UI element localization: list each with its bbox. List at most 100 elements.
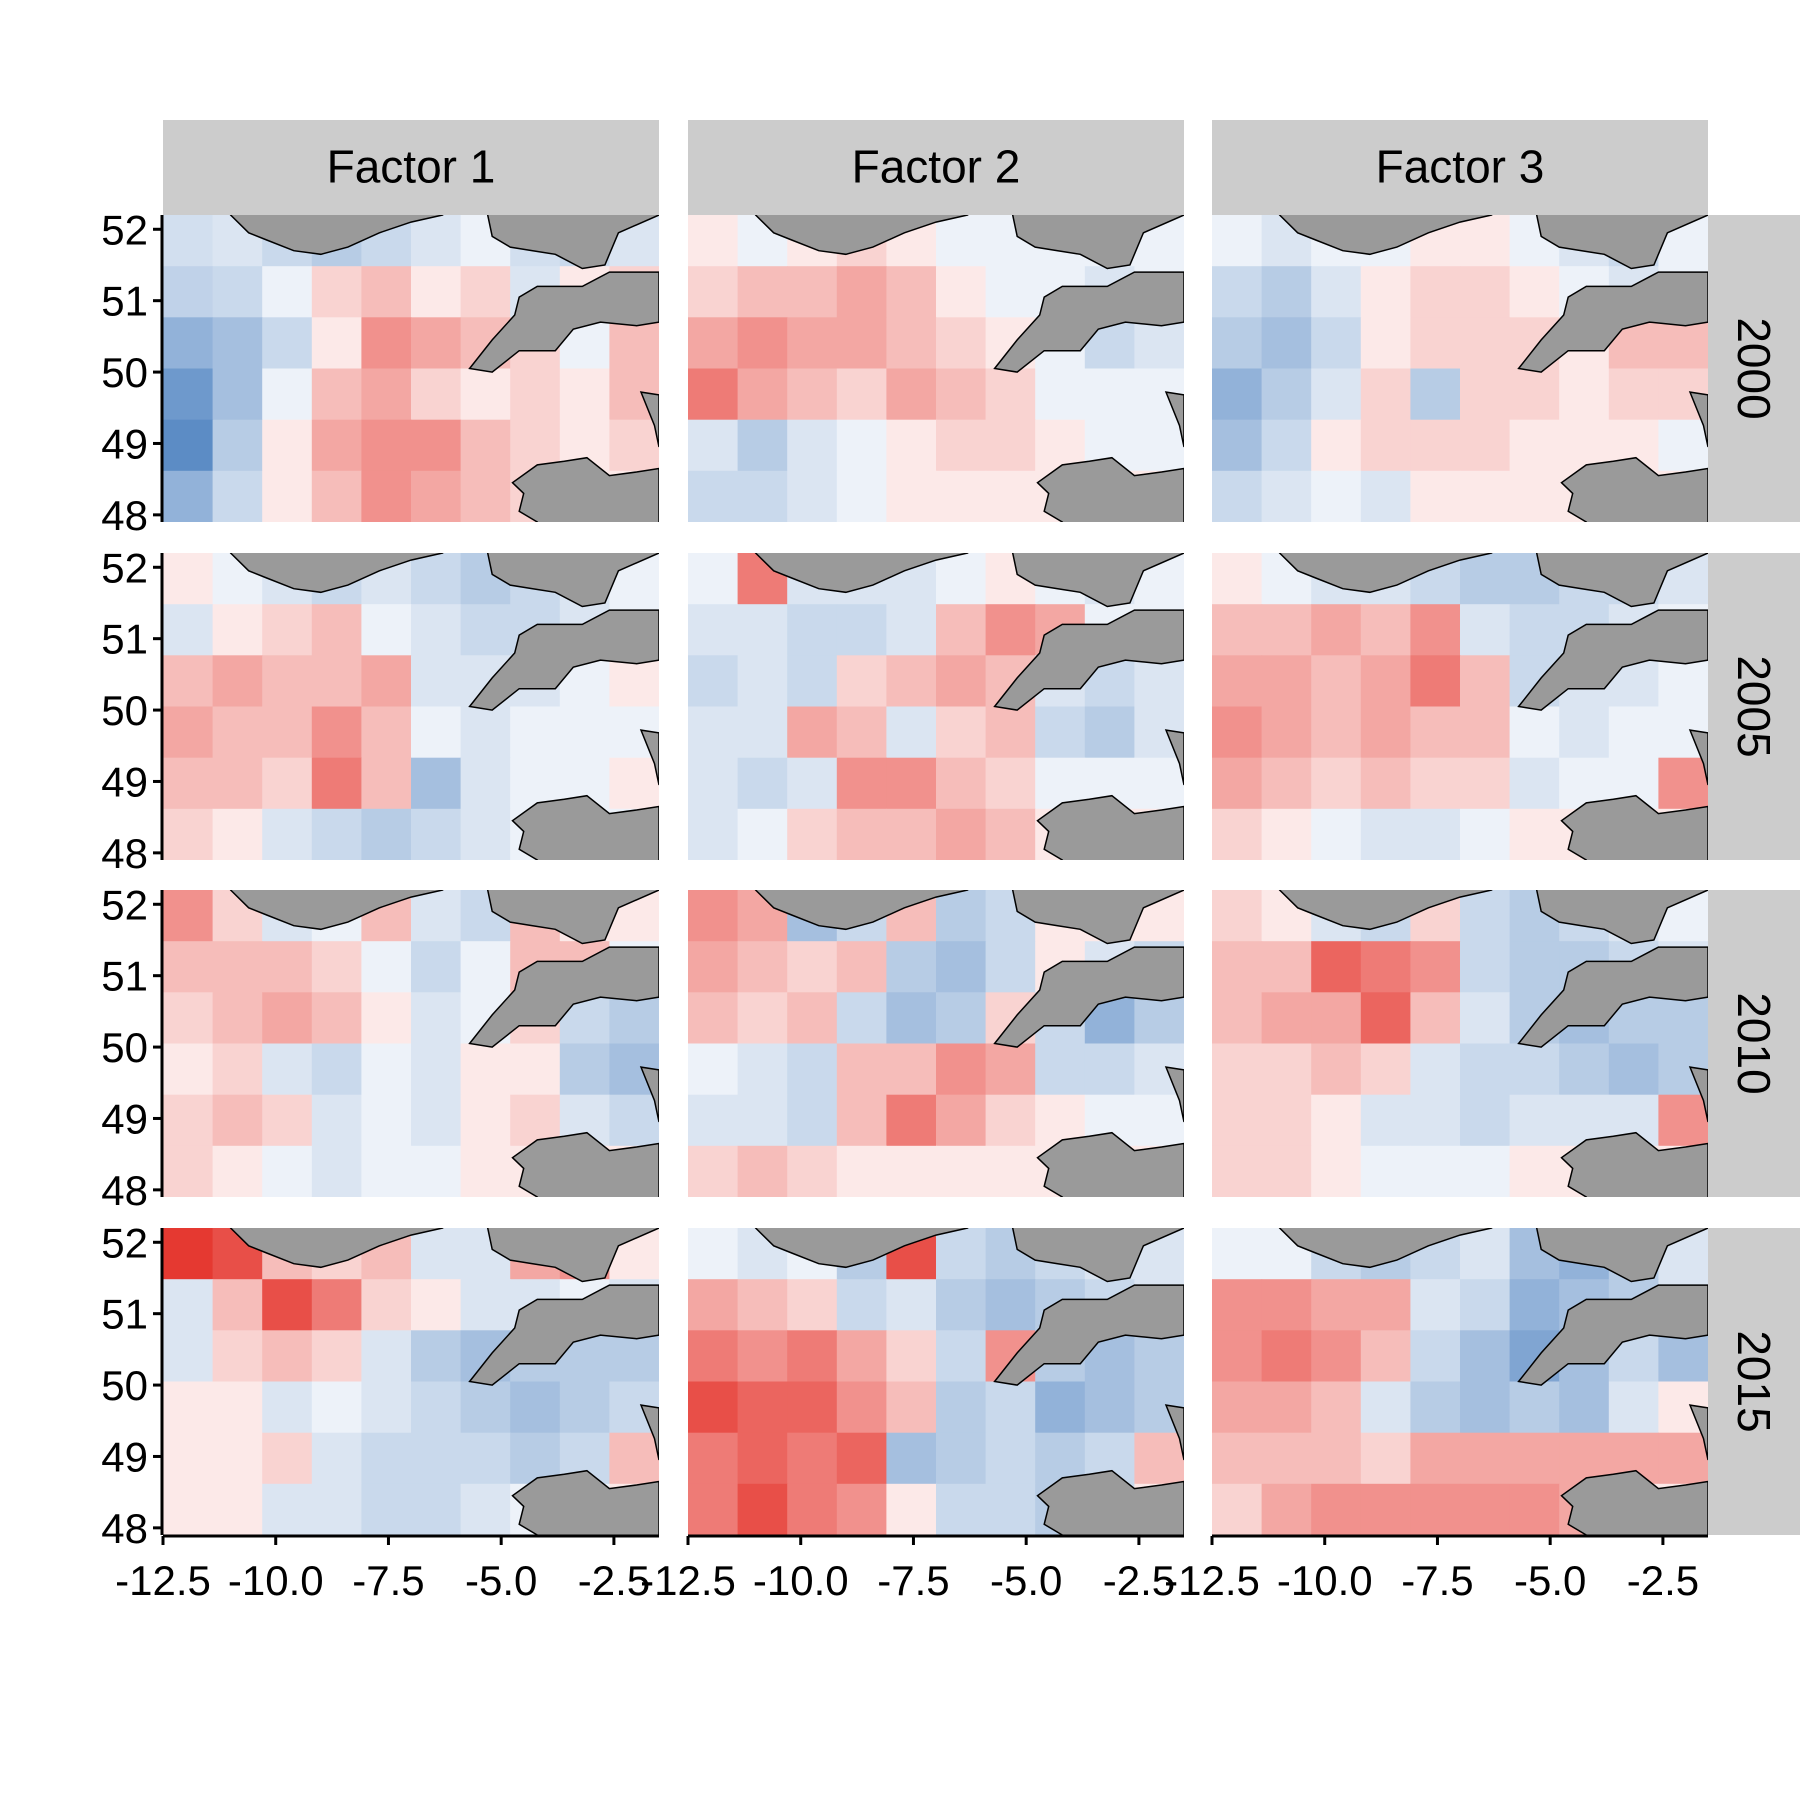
land-normandy [639,391,659,448]
heatmap-cell [510,706,561,759]
heatmap-cell [688,808,739,860]
land-wales [1535,553,1708,608]
heatmap-cell [460,1432,511,1485]
heatmap-cell [460,368,511,421]
heatmap-cell [163,808,214,860]
heatmap-cell [886,1145,937,1197]
heatmap-cell [411,1432,462,1485]
land-ireland [1278,890,1493,931]
facet-strip-label: 2010 [1728,992,1780,1094]
heatmap-cell [1212,655,1263,708]
y-tick-label: 48 [101,492,148,539]
heatmap-cell [985,1381,1036,1434]
heatmap-cell [1460,992,1511,1045]
heatmap-cell [411,266,462,318]
heatmap-cell [886,757,937,810]
heatmap-cell [737,706,788,759]
heatmap-cell [163,553,214,605]
heatmap-cell [1212,1381,1263,1434]
heatmap-cell [361,992,412,1045]
heatmap-cell [1261,992,1312,1045]
heatmap-cell [212,1381,263,1434]
heatmap-cell [737,655,788,708]
heatmap-cell [1311,808,1362,860]
heatmap-cell [688,1432,739,1485]
heatmap-cell [361,941,412,993]
heatmap-cell [688,1228,739,1280]
heatmap-cell [163,757,214,810]
heatmap-cell [212,368,263,421]
heatmap-cell [1084,368,1135,421]
facet-strip-column [163,120,659,215]
heatmap-cell [311,266,362,318]
heatmap-cell [1212,604,1263,656]
y-tick-label: 52 [101,206,148,253]
heatmap-cell [836,1145,887,1197]
panel-factor2-2015 [688,1228,1184,1535]
heatmap-cell [787,1279,838,1331]
heatmap-cell [163,1228,214,1280]
heatmap-cell [163,368,214,421]
heatmap-cell [460,1483,511,1535]
heatmap-cell [1212,1330,1263,1383]
heatmap-cell [836,419,887,472]
heatmap-cell [1311,368,1362,421]
y-tick-label: 50 [101,1362,148,1409]
heatmap-cell [262,604,313,656]
heatmap-cell [361,808,412,860]
x-tick-label: -7.5 [352,1557,424,1604]
land-ireland [1278,553,1493,594]
heatmap-cell [262,266,313,318]
heatmap-cell [311,992,362,1045]
heatmap-cell [1311,1381,1362,1434]
y-tick-label: 52 [101,544,148,591]
land-ireland [229,1228,444,1269]
heatmap-cell [1311,757,1362,810]
panel-factor1-2015 [163,1228,659,1535]
heatmap-cell [411,553,462,605]
heatmap-cell [1134,1094,1184,1147]
heatmap-cell [936,992,987,1045]
heatmap-cell [1360,706,1411,759]
heatmap-cell [1212,368,1263,421]
heatmap-cell [1509,706,1560,759]
heatmap-cell [1360,1145,1411,1197]
heatmap-cell [1509,808,1560,860]
heatmap-cell [936,215,987,267]
heatmap-cell [1608,706,1659,759]
heatmap-cell [787,1043,838,1096]
heatmap-cell [212,808,263,860]
heatmap-cell [1311,1145,1362,1197]
heatmap-cell [1460,470,1511,522]
heatmap-cell [936,1483,987,1535]
heatmap-cell [886,368,937,421]
heatmap-cell [163,317,214,370]
heatmap-cell [361,757,412,810]
y-tick-label: 52 [101,1219,148,1266]
x-tick-label: -5.0 [990,1557,1062,1604]
heatmap-cell [787,941,838,993]
heatmap-cell [1410,1279,1461,1331]
land-brittany [511,456,659,522]
land-wales [1011,553,1184,608]
panel-factor3-2000 [1212,215,1708,522]
heatmap-cell [609,757,659,810]
heatmap-cell [836,655,887,708]
y-tick-label: 51 [101,278,148,325]
heatmap-cell [460,1043,511,1096]
heatmap-cell [886,266,937,318]
land-normandy [1164,391,1184,448]
heatmap-cell [1212,1228,1263,1280]
heatmap-cell [361,317,412,370]
land-brittany [1036,1469,1184,1535]
facet-strip-row [1708,1228,1800,1535]
heatmap-cell [787,266,838,318]
heatmap-cell [361,706,412,759]
panel-content [163,553,659,860]
x-tick-label: -12.5 [640,1557,736,1604]
heatmap-cell [1360,368,1411,421]
heatmap-cell [1261,1330,1312,1383]
heatmap-cell [163,1094,214,1147]
heatmap-cell [836,706,887,759]
